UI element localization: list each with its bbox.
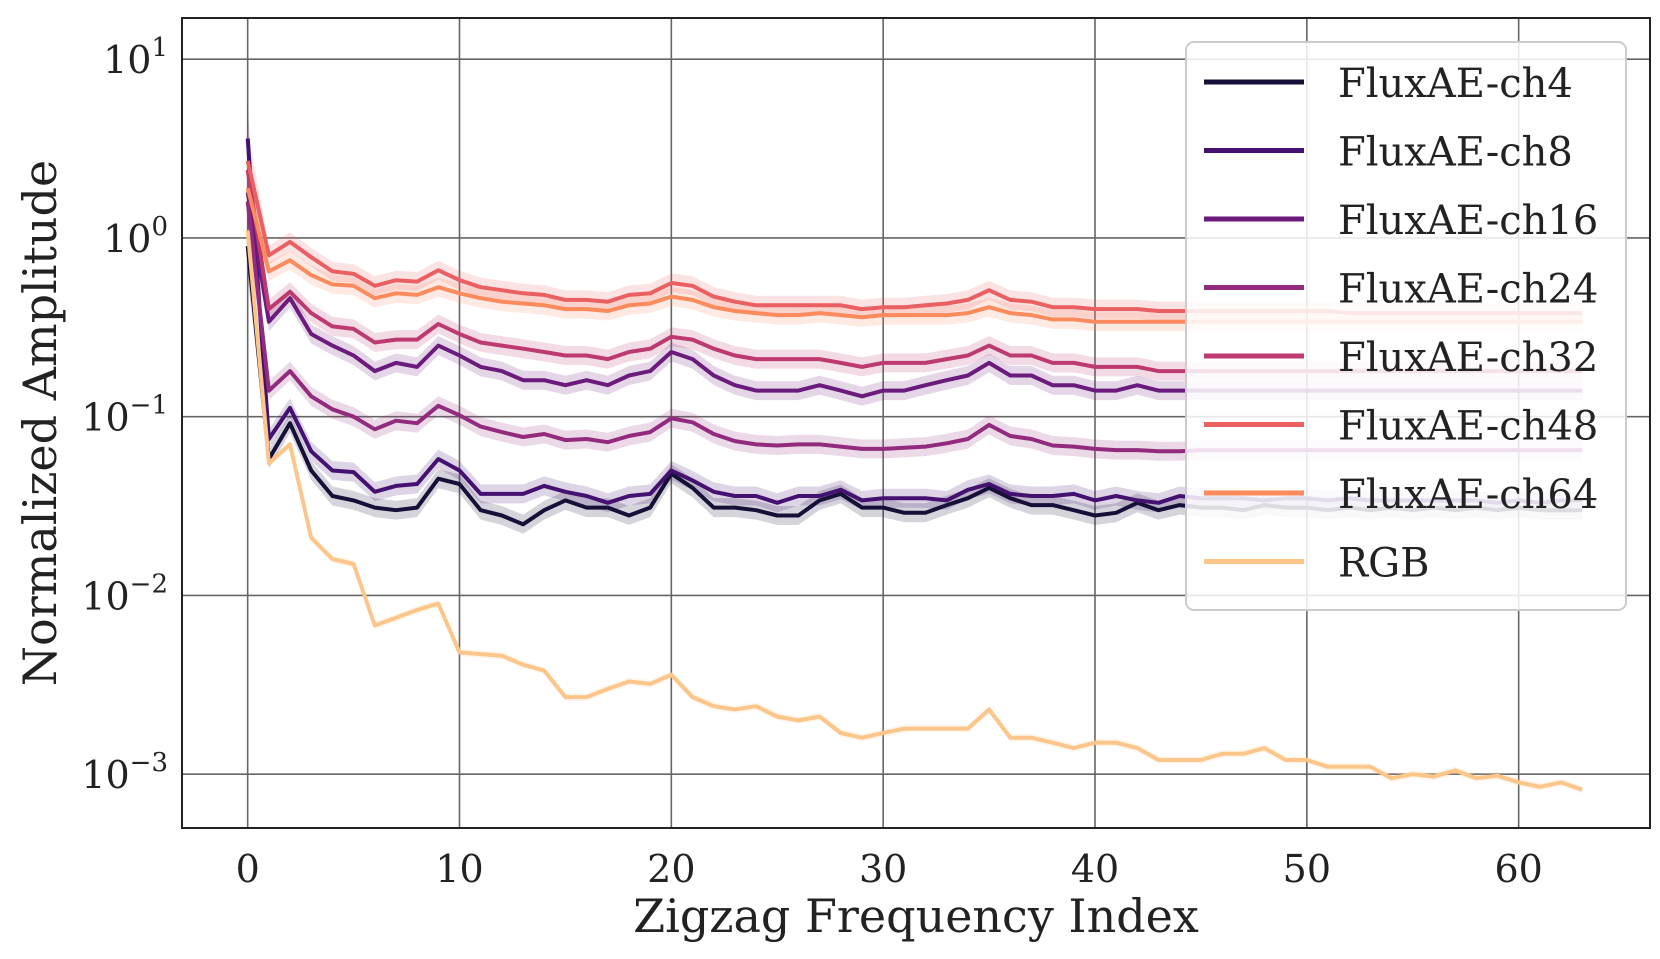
y-tick-label: 10−1 xyxy=(81,391,168,440)
y-tick-exponent: −1 xyxy=(130,391,168,421)
y-tick-label: 10−2 xyxy=(81,569,168,618)
legend: FluxAE-ch4 FluxAE-ch8 FluxAE-ch16 FluxAE-ch… xyxy=(1185,41,1627,611)
legend-item: FluxAE-ch64 xyxy=(1204,472,1598,518)
plot-frame xyxy=(181,17,1651,829)
series-line-rgb xyxy=(245,230,1583,792)
y-tick-exponent: −3 xyxy=(130,748,168,778)
x-axis-label: Zigzag Frequency Index xyxy=(633,889,1199,943)
band-fluxae-ch24 xyxy=(247,170,1583,461)
x-tick-label: 0 xyxy=(236,847,260,891)
y-tick-exponent: 1 xyxy=(151,33,168,63)
x-tick-label: 20 xyxy=(647,847,695,891)
y-tick-base: 10 xyxy=(103,38,151,82)
legend-item: FluxAE-ch24 xyxy=(1204,267,1598,313)
legend-label: FluxAE-ch8 xyxy=(1338,130,1573,176)
x-tick-label: 40 xyxy=(1071,847,1119,891)
legend-label: FluxAE-ch48 xyxy=(1338,404,1598,450)
legend-item: FluxAE-ch8 xyxy=(1204,130,1573,176)
legend-item: FluxAE-ch32 xyxy=(1204,335,1598,381)
x-tick-label: 30 xyxy=(859,847,907,891)
legend-label: FluxAE-ch24 xyxy=(1338,267,1598,313)
legend-item: FluxAE-ch48 xyxy=(1204,404,1598,450)
legend-label: FluxAE-ch4 xyxy=(1338,61,1573,107)
legend-label: RGB xyxy=(1338,541,1429,587)
x-tick-label: 60 xyxy=(1494,847,1542,891)
y-tick-label: 101 xyxy=(103,33,168,82)
y-tick-label: 100 xyxy=(103,212,168,261)
y-tick-base: 10 xyxy=(103,217,151,261)
legend-label: FluxAE-ch64 xyxy=(1338,472,1598,518)
y-tick-base: 10 xyxy=(81,753,129,797)
y-tick-exponent: 0 xyxy=(151,212,168,242)
y-tick-exponent: −2 xyxy=(130,569,168,599)
legend-box xyxy=(1185,41,1627,611)
legend-item: FluxAE-ch16 xyxy=(1204,198,1598,244)
x-tick-label: 10 xyxy=(435,847,483,891)
x-tick-label: 50 xyxy=(1283,847,1331,891)
y-tick-base: 10 xyxy=(81,574,129,618)
y-tick-label: 10−3 xyxy=(81,748,168,797)
y-axis-label: Normalized Amplitude xyxy=(13,160,67,686)
legend-label: FluxAE-ch32 xyxy=(1338,335,1598,381)
legend-item: RGB xyxy=(1204,541,1429,587)
legend-label: FluxAE-ch16 xyxy=(1338,198,1598,244)
legend-item: FluxAE-ch4 xyxy=(1204,61,1573,107)
y-tick-base: 10 xyxy=(81,396,129,440)
